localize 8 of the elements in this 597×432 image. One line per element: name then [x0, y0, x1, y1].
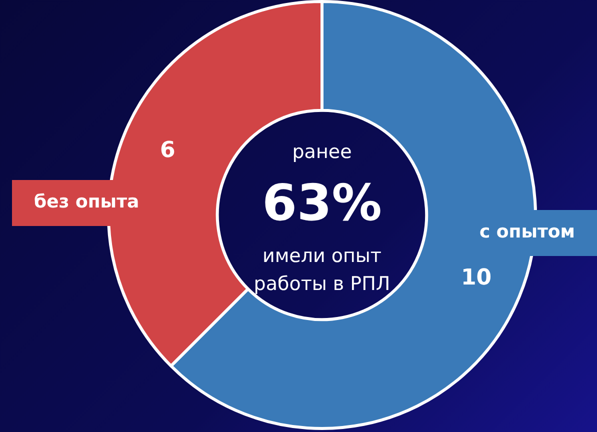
slice-label: без опыта: [34, 192, 140, 213]
slice-label: с опытом: [479, 222, 575, 243]
text: 63%: [262, 174, 382, 232]
text: имели опыт: [262, 244, 382, 267]
text: ранее: [292, 140, 352, 163]
text: работы в РПЛ: [254, 272, 390, 295]
data-label: 6: [160, 138, 176, 163]
data-label: 10: [460, 266, 492, 291]
